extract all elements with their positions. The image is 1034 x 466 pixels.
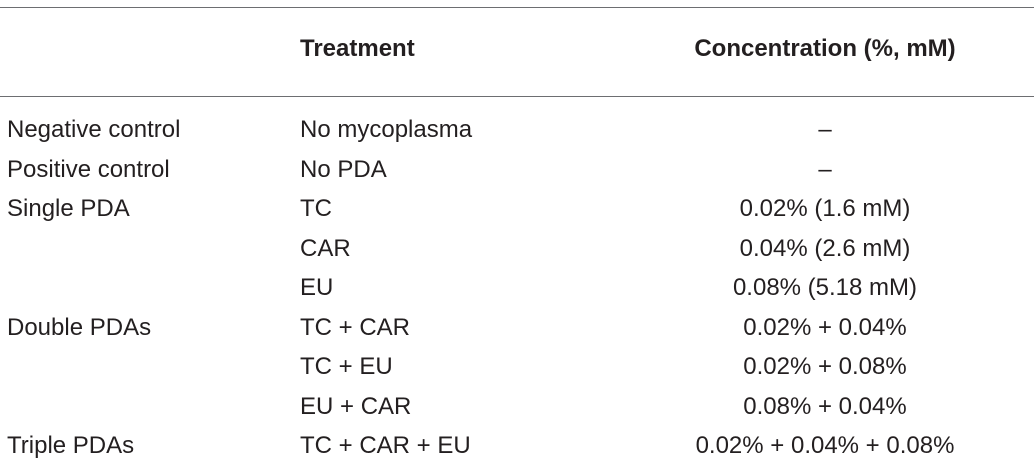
table-row: Double PDAs TC + CAR 0.02% + 0.04% <box>0 308 1034 348</box>
treatment-cell: TC + CAR + EU <box>300 432 471 459</box>
table-body: Negative control No mycoplasma – Positiv… <box>0 110 1034 466</box>
concentration-cell: – <box>818 155 832 183</box>
table-row: TC + EU 0.02% + 0.08% <box>0 347 1034 387</box>
treatment-cell: EU + CAR <box>300 392 412 420</box>
table-row: CAR 0.04% (2.6 mM) <box>0 229 1034 269</box>
treatment-cell: TC + CAR <box>300 313 411 341</box>
header-treatment: Treatment <box>300 35 415 62</box>
group-cell: Positive control <box>7 155 170 183</box>
treatment-cell: EU <box>300 274 334 301</box>
group-cell: Triple PDAs <box>7 432 135 459</box>
table-row: Positive control No PDA – <box>0 150 1034 190</box>
table-top-rule <box>0 7 1034 8</box>
concentration-cell: 0.02% + 0.04% + 0.08% <box>695 432 955 459</box>
concentration-cell: 0.08% + 0.04% <box>743 392 907 420</box>
table-header-rule <box>0 96 1034 97</box>
concentration-cell: 0.08% (5.18 mM) <box>732 274 918 301</box>
header-concentration: Concentration (%, mM) <box>694 35 956 62</box>
treatment-cell: No mycoplasma <box>300 116 473 143</box>
table-row: Single PDA TC 0.02% (1.6 mM) <box>0 189 1034 229</box>
group-cell: Double PDAs <box>7 313 152 341</box>
concentration-cell: 0.02% (1.6 mM) <box>739 195 911 222</box>
treatment-cell: TC + EU <box>300 353 393 380</box>
table-header-row: Treatment Concentration (%, mM) <box>0 32 1034 66</box>
concentration-cell: 0.02% + 0.08% <box>743 353 907 380</box>
treatment-cell: CAR <box>300 234 351 262</box>
table-row: EU + CAR 0.08% + 0.04% <box>0 387 1034 427</box>
table-row: Negative control No mycoplasma – <box>0 110 1034 150</box>
treatment-cell: No PDA <box>300 155 387 183</box>
concentration-cell: – <box>818 116 832 143</box>
treatment-cell: TC <box>300 195 332 222</box>
concentration-cell: 0.04% (2.6 mM) <box>739 234 911 262</box>
table-row: EU 0.08% (5.18 mM) <box>0 268 1034 308</box>
table-row: Triple PDAs TC + CAR + EU 0.02% + 0.04% … <box>0 426 1034 466</box>
group-cell: Negative control <box>7 116 181 143</box>
group-cell: Single PDA <box>7 195 130 222</box>
concentration-cell: 0.02% + 0.04% <box>743 313 907 341</box>
